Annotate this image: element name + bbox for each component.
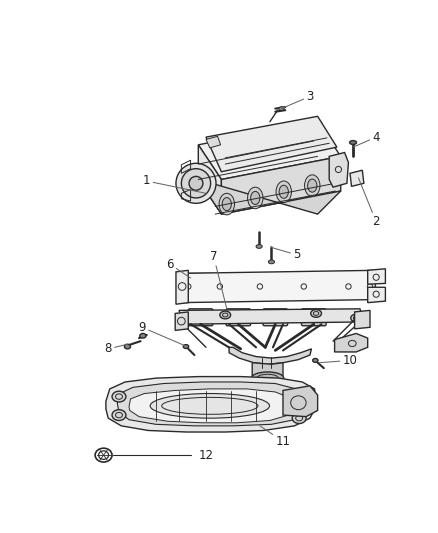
- Ellipse shape: [140, 334, 146, 338]
- Polygon shape: [198, 145, 221, 214]
- Polygon shape: [355, 310, 370, 329]
- Polygon shape: [329, 152, 349, 187]
- Ellipse shape: [292, 413, 306, 424]
- Polygon shape: [117, 382, 304, 426]
- Text: 4: 4: [353, 131, 380, 147]
- Polygon shape: [221, 156, 341, 214]
- FancyBboxPatch shape: [224, 273, 253, 299]
- Polygon shape: [106, 377, 316, 432]
- Polygon shape: [175, 312, 188, 330]
- Text: 11: 11: [260, 426, 290, 448]
- Ellipse shape: [176, 319, 187, 327]
- FancyBboxPatch shape: [267, 273, 296, 299]
- Text: 3: 3: [282, 90, 314, 109]
- Text: 10: 10: [319, 354, 357, 367]
- Ellipse shape: [307, 179, 317, 192]
- Ellipse shape: [222, 198, 231, 211]
- Ellipse shape: [150, 393, 269, 418]
- Ellipse shape: [189, 176, 203, 190]
- Ellipse shape: [313, 359, 318, 362]
- Text: 5: 5: [271, 247, 300, 261]
- Ellipse shape: [304, 175, 320, 196]
- Polygon shape: [198, 180, 341, 214]
- Polygon shape: [198, 122, 341, 180]
- Polygon shape: [252, 363, 283, 378]
- Ellipse shape: [351, 314, 361, 322]
- Text: 12: 12: [198, 449, 213, 462]
- Ellipse shape: [112, 410, 126, 421]
- Polygon shape: [367, 269, 385, 284]
- Ellipse shape: [176, 163, 216, 203]
- Ellipse shape: [220, 311, 231, 319]
- Text: 7: 7: [210, 250, 227, 309]
- Text: 1: 1: [143, 174, 206, 193]
- Ellipse shape: [219, 193, 234, 215]
- Polygon shape: [229, 348, 311, 364]
- Polygon shape: [350, 170, 364, 187]
- FancyBboxPatch shape: [358, 314, 366, 325]
- Ellipse shape: [311, 310, 321, 317]
- FancyBboxPatch shape: [311, 273, 340, 299]
- Text: 2: 2: [358, 178, 380, 228]
- Ellipse shape: [247, 187, 263, 209]
- Ellipse shape: [292, 391, 306, 402]
- Ellipse shape: [251, 372, 284, 384]
- Ellipse shape: [251, 191, 260, 205]
- Polygon shape: [367, 287, 385, 303]
- Polygon shape: [179, 270, 375, 303]
- Text: 8: 8: [105, 342, 127, 356]
- Ellipse shape: [183, 345, 189, 349]
- FancyBboxPatch shape: [301, 309, 326, 326]
- Ellipse shape: [112, 391, 126, 402]
- Ellipse shape: [124, 344, 131, 349]
- Polygon shape: [335, 334, 367, 352]
- Ellipse shape: [279, 107, 284, 110]
- Ellipse shape: [350, 141, 357, 144]
- Polygon shape: [179, 309, 364, 324]
- Text: 6: 6: [166, 257, 191, 278]
- FancyBboxPatch shape: [184, 273, 213, 299]
- Text: 9: 9: [138, 321, 185, 346]
- Polygon shape: [206, 136, 221, 148]
- Polygon shape: [129, 389, 293, 423]
- Polygon shape: [283, 386, 318, 417]
- FancyBboxPatch shape: [263, 309, 288, 326]
- FancyBboxPatch shape: [226, 309, 251, 326]
- Ellipse shape: [268, 260, 275, 264]
- Ellipse shape: [256, 245, 262, 248]
- Ellipse shape: [181, 168, 211, 198]
- Polygon shape: [176, 270, 188, 304]
- Polygon shape: [206, 116, 337, 172]
- Ellipse shape: [279, 185, 288, 198]
- FancyBboxPatch shape: [188, 309, 213, 326]
- Ellipse shape: [276, 181, 291, 203]
